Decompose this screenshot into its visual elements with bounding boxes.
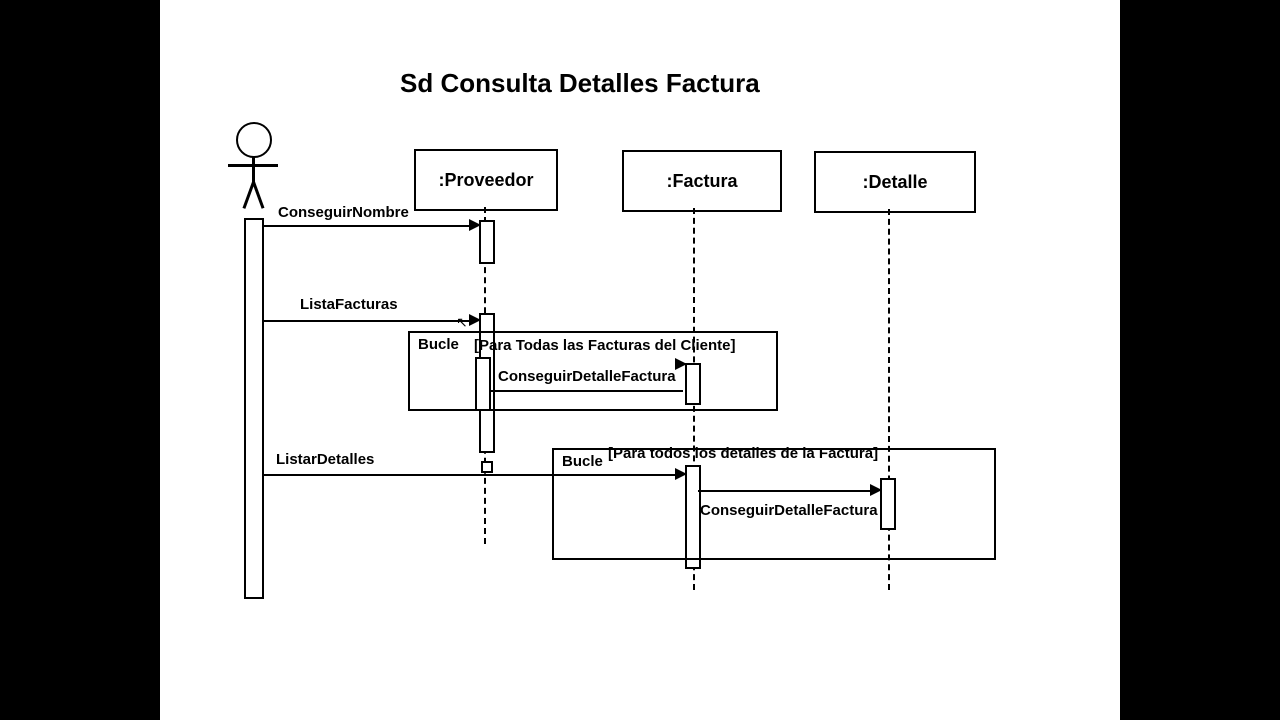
lifeline-object-factura: :Factura (622, 150, 782, 212)
message-arrow (262, 320, 477, 322)
arrowhead-icon (469, 314, 481, 326)
activation-proveedor-1 (479, 220, 495, 264)
diagram-page: Sd Consulta Detalles Factura :Proveedor … (160, 0, 1120, 720)
fragment-loop-2: Bucle (552, 448, 996, 560)
lifeline-object-proveedor: :Proveedor (414, 149, 558, 211)
lifeline-object-detalle: :Detalle (814, 151, 976, 213)
diagram-title: Sd Consulta Detalles Factura (400, 68, 760, 99)
message-label: ListarDetalles (276, 451, 374, 468)
fragment-guard: [Para Todas las Facturas del Cliente] (474, 337, 735, 354)
fragment-guard: [Para todos los detalles de la Factura] (608, 445, 878, 462)
message-label: ListaFacturas (300, 296, 398, 313)
marker (481, 461, 493, 473)
cursor-icon: ↖ (456, 314, 468, 331)
activation-actor (244, 218, 264, 599)
message-label: ConseguirNombre (278, 204, 409, 221)
arrowhead-icon (469, 219, 481, 231)
object-label: :Detalle (862, 172, 927, 193)
fragment-operator: Bucle (552, 448, 613, 473)
fragment-operator: Bucle (408, 331, 469, 356)
object-label: :Factura (666, 171, 737, 192)
object-label: :Proveedor (438, 170, 533, 191)
message-arrow (262, 225, 477, 227)
